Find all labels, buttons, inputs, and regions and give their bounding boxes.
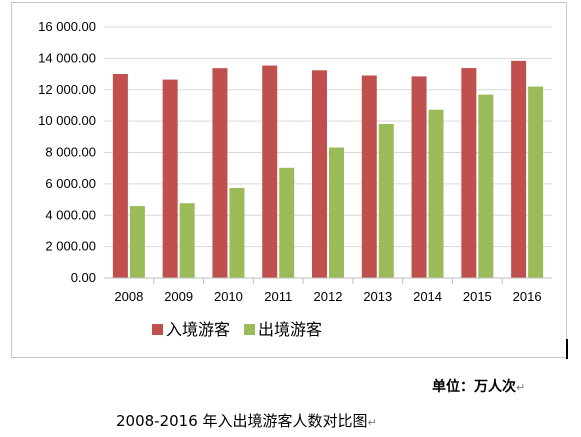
x-tick-label: 2013 — [363, 289, 392, 304]
bar — [329, 147, 344, 278]
y-tick-label: 12 000.00 — [38, 82, 96, 97]
bar — [279, 167, 295, 278]
bar — [461, 68, 477, 278]
bar — [312, 70, 327, 278]
bar — [229, 187, 245, 278]
bar — [112, 74, 128, 278]
bar — [428, 109, 444, 278]
unit-note: 单位：万人次↵ — [432, 379, 526, 395]
paragraph-mark-icon: ↵ — [367, 416, 377, 429]
bar — [411, 76, 427, 279]
bar — [162, 79, 178, 278]
x-tick-label: 2015 — [463, 289, 492, 304]
bar — [528, 86, 544, 279]
bar — [212, 68, 228, 278]
y-tick-label: 2 000.00 — [45, 239, 96, 254]
axes: 0.00 2 000.00 4 000.00 6 000.00 8 000.00 10 0… — [38, 19, 552, 304]
bar — [511, 60, 527, 278]
x-tick-label: 2009 — [164, 289, 193, 304]
figure-caption: 2008-2016 年入出境游客人数对比图↵ — [116, 412, 377, 430]
x-tick-label: 2016 — [513, 289, 542, 304]
chart-frame: 0.00 2 000.00 4 000.00 6 000.00 8 000.00 10 0… — [11, 2, 567, 358]
x-tick-label: 2012 — [314, 289, 343, 304]
legend: 入境游客 出境游客 — [152, 320, 322, 339]
bars — [112, 60, 544, 279]
y-tick-label: 6 000.00 — [45, 176, 96, 191]
bar-chart: 0.00 2 000.00 4 000.00 6 000.00 8 000.00 10 0… — [38, 19, 552, 339]
x-tick-label: 2011 — [264, 289, 292, 304]
paragraph-mark-icon: ↵ — [516, 381, 526, 394]
legend-label: 入境游客 — [166, 320, 230, 339]
bar — [262, 65, 278, 278]
legend-label: 出境游客 — [258, 320, 322, 339]
legend-swatch — [152, 324, 163, 335]
y-tick-label: 8 000.00 — [45, 145, 96, 160]
x-tick-label: 2008 — [114, 289, 143, 304]
bar — [179, 203, 195, 278]
x-tick-label: 2014 — [413, 289, 442, 304]
bar — [478, 94, 494, 278]
bar — [129, 206, 145, 278]
y-tick-label: 0.00 — [71, 270, 96, 285]
bar — [378, 123, 394, 278]
text-cursor — [566, 339, 568, 359]
y-tick-label: 4 000.00 — [45, 207, 96, 222]
y-tick-label: 14 000.00 — [38, 50, 96, 65]
gridlines — [104, 26, 552, 248]
y-tick-label: 16 000.00 — [38, 19, 96, 34]
y-tick-label: 10 000.00 — [38, 113, 96, 128]
bar — [361, 75, 377, 278]
x-tick-label: 2010 — [214, 289, 243, 304]
legend-swatch — [244, 324, 256, 335]
